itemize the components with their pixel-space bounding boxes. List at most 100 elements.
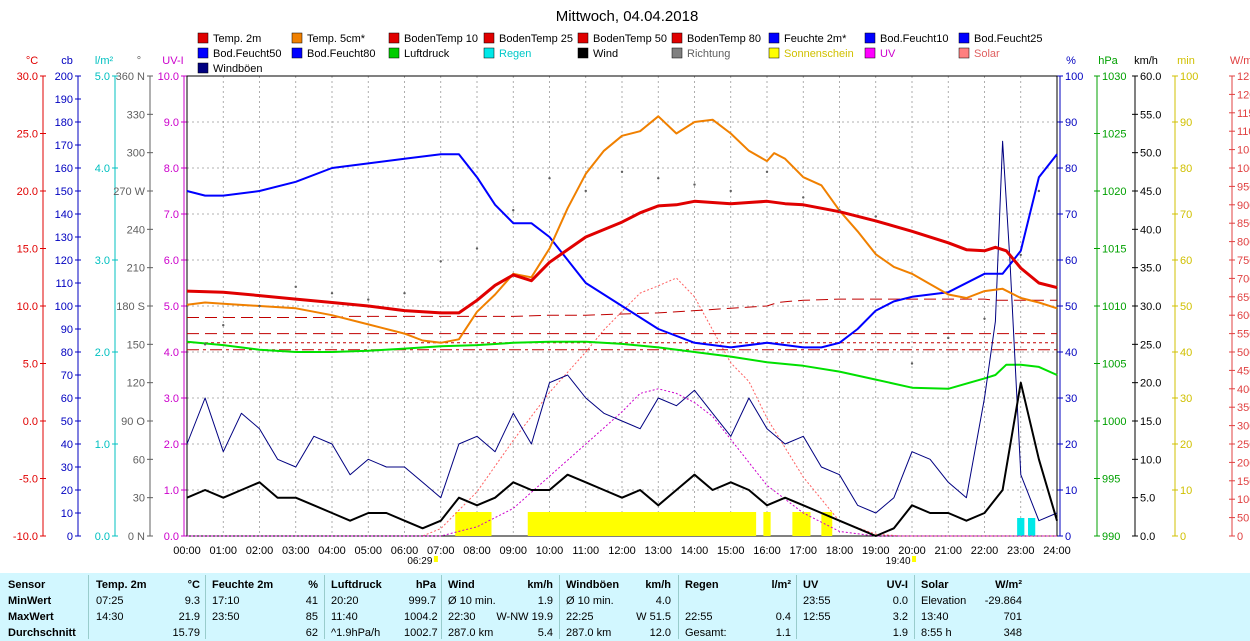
legend-label: UV — [880, 48, 896, 60]
stats-cell: 41 — [305, 595, 318, 607]
axis-tick-label: 1005 — [1102, 359, 1126, 371]
axis-tick-label: 10 — [1065, 485, 1077, 497]
axis-unit: °C — [26, 55, 38, 67]
sunset-marker — [912, 556, 917, 562]
axis-tick-label: 110 — [55, 278, 73, 290]
axis-tick-label: 995 — [1102, 474, 1120, 486]
direction-point — [874, 215, 877, 218]
legend-swatch — [483, 32, 495, 44]
axis-tick-label: 500 — [1237, 347, 1250, 359]
legend-label: Bod.Feucht10 — [880, 33, 949, 45]
legend-swatch — [388, 32, 400, 44]
legend-label: Temp. 5cm* — [307, 33, 366, 45]
axis-tick-label: 120 — [127, 378, 145, 390]
stats-row: MaxWert 14:30 21.9 23:50 85 11:40 1004.2 22:30 W… — [0, 609, 1250, 625]
axis-tick-label: 5.0 — [164, 301, 179, 313]
axis-tick-label: 0 N — [128, 531, 145, 543]
stats-cell: 0.4 — [775, 611, 791, 623]
x-tick-label: 18:00 — [826, 545, 854, 557]
stats-cell: Gesamt: — [685, 627, 727, 639]
stats-cell: 1002.7 — [404, 627, 438, 639]
stats-cell: 85 — [305, 611, 318, 623]
axis-tick-label: 100 — [1180, 71, 1198, 83]
axis-tick-label: 600 — [1237, 310, 1250, 322]
legend-swatch — [864, 32, 876, 44]
x-tick-label: 10:00 — [536, 545, 564, 557]
stats-header: Sensor — [8, 579, 46, 591]
axis-tick-label: 4.0 — [95, 163, 110, 175]
legend-label: Wind — [593, 48, 618, 60]
axis-unit: ° — [137, 55, 141, 67]
axis-tick-label: 900 — [1237, 200, 1250, 212]
axis-tick-label: 450 — [1237, 365, 1250, 377]
stats-cell: 348 — [1003, 627, 1022, 639]
sunshine-bar — [763, 512, 771, 536]
axis-tick-label: 30 — [133, 493, 145, 505]
direction-point — [403, 292, 406, 295]
direction-point — [512, 208, 515, 212]
axis-tick-label: 10.0 — [17, 301, 38, 313]
stats-header: km/h — [645, 579, 671, 591]
stats-header-row: Sensor Temp. 2m °C Feuchte 2m % Luftdruc… — [0, 577, 1250, 593]
direction-point — [838, 208, 841, 212]
stats-cell: W-NW 19.9 — [496, 611, 553, 623]
axis-tick-label: 60 — [61, 393, 73, 405]
x-tick-label: 13:00 — [644, 545, 672, 557]
axis-tick-label: 6.0 — [164, 255, 179, 267]
axis-tick-label: 150 — [127, 339, 145, 351]
axis-tick-label: 60.0 — [1140, 71, 1161, 83]
stats-header: UV-I — [886, 579, 908, 591]
axis-tick-label: 20.0 — [1140, 378, 1161, 390]
axis-tick-label: 170 — [55, 140, 73, 152]
axis-tick-label: 20 — [1180, 439, 1192, 451]
axis-tick-label: 180 — [55, 117, 73, 129]
stats-cell: 1.9 — [892, 627, 908, 639]
legend-swatch — [671, 32, 683, 44]
direction-point — [475, 247, 479, 250]
series-temp-5cm- — [186, 115, 1058, 344]
stats-cell: 14:30 — [96, 611, 124, 623]
direction-point — [367, 298, 370, 301]
legend-label: Temp. 2m — [213, 33, 261, 45]
stats-cell: 1004.2 — [404, 611, 438, 623]
stats-cell: Ø 10 min. — [448, 595, 496, 607]
chart-title: Mittwoch, 04.04.2018 — [556, 8, 699, 25]
direction-point — [657, 177, 660, 180]
axis-tick-label: 55.0 — [1140, 109, 1161, 121]
axis-unit: km/h — [1134, 55, 1158, 67]
axis-tick-label: 100 — [1065, 71, 1083, 83]
x-tick-label: 16:00 — [753, 545, 781, 557]
series-solar — [187, 277, 1057, 537]
x-tick-label: 12:00 — [608, 545, 636, 557]
axis-tick-label: 50 — [1180, 301, 1192, 313]
stats-cell: 23:50 — [212, 611, 240, 623]
stats-cell: 17:10 — [212, 595, 240, 607]
stats-cell: Ø 10 min. — [566, 595, 614, 607]
axis-tick-label: 45.0 — [1140, 186, 1161, 198]
axis-tick-label: 50 — [1065, 301, 1077, 313]
axis-tick-label: 80 — [1065, 163, 1077, 175]
axis-unit: W/m² — [1230, 55, 1250, 67]
stats-cell: 11:40 — [331, 611, 358, 623]
direction-point — [548, 177, 551, 180]
axis-tick-label: 330 — [127, 109, 145, 121]
stats-cell: ^1.9hPa/h — [331, 627, 381, 639]
axes: 00:00 01:00 02:00 03:00 04:00 05:00 06:00 07:00… — [13, 55, 1250, 567]
axis-tick-label: 40 — [1065, 347, 1077, 359]
legend-label: Sonnenschein — [784, 48, 854, 60]
series-uv — [187, 388, 1057, 537]
stats-row-label: MaxWert — [8, 611, 54, 623]
rain-bar — [1028, 518, 1036, 536]
direction-point — [584, 189, 587, 193]
axis-tick-label: 120 — [55, 255, 73, 267]
axis-unit: % — [1066, 55, 1076, 67]
axis-tick-label: 3.0 — [95, 255, 110, 267]
stats-header: W/m² — [995, 579, 1022, 591]
axis-tick-label: 1020 — [1102, 186, 1126, 198]
axis-tick-label: 30.0 — [17, 71, 38, 83]
x-tick-label: 04:00 — [318, 545, 346, 557]
axis-tick-label: 4.0 — [164, 347, 179, 359]
axis-tick-label: 90 — [1180, 117, 1192, 129]
axis-tick-label: 1250 — [1237, 71, 1250, 83]
